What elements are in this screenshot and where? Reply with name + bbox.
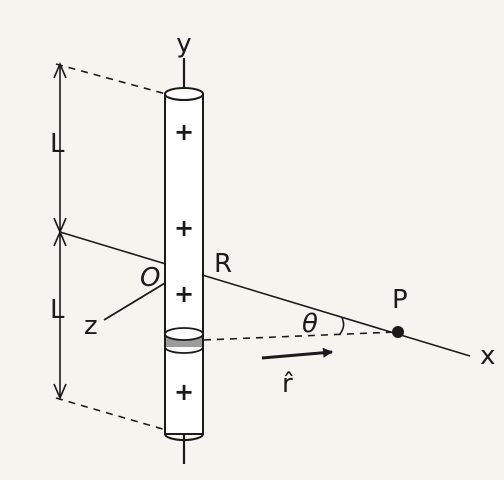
dim-top-L-arrowhead-up xyxy=(53,61,67,79)
half-length-top-label: L xyxy=(50,129,65,159)
rod-bottom-cap xyxy=(164,433,204,441)
dim-bottom-L-arrowhead-up xyxy=(53,229,67,247)
distance-label: R xyxy=(214,249,232,279)
x-axis-label: x xyxy=(480,341,495,371)
y-axis-label: y xyxy=(176,29,191,59)
angle-label: θ xyxy=(302,309,318,339)
charge-element-top xyxy=(164,327,204,341)
z-axis-label: z xyxy=(84,311,98,341)
field-point xyxy=(392,326,404,338)
origin-label: O xyxy=(140,263,160,293)
charge-plus: + xyxy=(174,378,194,406)
point-label: P xyxy=(392,285,408,315)
charge-element-bottom xyxy=(164,346,204,354)
dim-bottom-dash xyxy=(55,397,167,431)
charge-plus: + xyxy=(174,280,194,308)
half-length-bottom-label: L xyxy=(50,295,65,325)
x-axis-line xyxy=(59,231,471,357)
charge-plus: + xyxy=(174,118,194,146)
element-to-point-line xyxy=(203,331,397,341)
unit-vector-label: r̂ xyxy=(282,369,293,399)
angle-arc xyxy=(339,317,345,335)
dim-bottom-L-arrowhead-down xyxy=(53,383,67,401)
rod-top-cap xyxy=(164,87,204,101)
charge-plus: + xyxy=(174,214,194,242)
z-axis-line xyxy=(103,279,171,321)
unit-vector-arrow xyxy=(261,347,333,360)
charged-rod xyxy=(164,93,204,435)
dim-top-dash xyxy=(55,63,167,95)
